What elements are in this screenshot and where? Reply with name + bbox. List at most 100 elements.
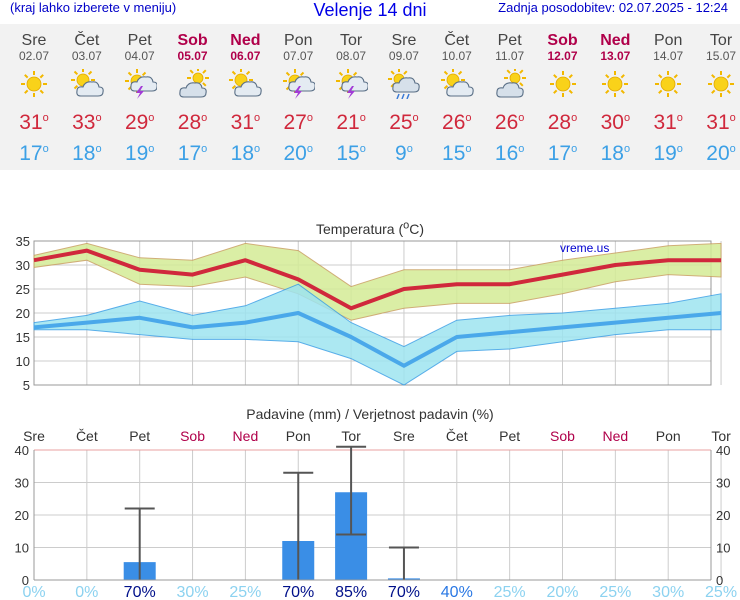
y-tick-label: 35: [16, 235, 30, 249]
x-day-label: Pon: [286, 428, 311, 444]
day-column: Sre 09.07 25o 9o: [378, 24, 430, 165]
temp-max: 30o: [600, 111, 631, 134]
day-date: 14.07: [653, 49, 684, 63]
temp-max: 26o: [494, 111, 525, 134]
temp-max-value: 28: [547, 111, 572, 134]
temp-max-value: 31: [230, 111, 254, 134]
day-column: Sob 12.07 28o 17o: [537, 24, 589, 165]
day-name: Ned: [230, 32, 261, 49]
temp-max: 31o: [230, 111, 261, 134]
day-column: Sre 02.07 31o 17o: [8, 24, 60, 165]
temp-min: 15o: [442, 142, 472, 165]
day-column: Čet 10.07 26o 15o: [431, 24, 483, 165]
day-date: 03.07: [71, 49, 102, 63]
temp-min-value: 17: [177, 142, 202, 165]
temperature-chart-title-text: Temperatura (oC): [315, 219, 425, 237]
temp-max: 29o: [124, 111, 155, 134]
sun-thunder-icon: [124, 69, 157, 99]
temp-min-value: 15: [442, 142, 466, 165]
temp-min-value: 19: [124, 142, 149, 165]
header: (kraj lahko izberete v meniju) Velenje 1…: [0, 0, 740, 24]
day-name: Čet: [74, 32, 100, 49]
day-name: Tor: [339, 32, 363, 49]
x-day-label: Pon: [656, 428, 681, 444]
temp-min-value: 19: [653, 142, 677, 165]
y-tick-label: 5: [23, 378, 30, 393]
x-day-label: Sre: [393, 428, 415, 444]
forecast-days: Sre 02.07 31o 17o Čet 03.07 33o 18o Pet 04.07 29o 1…: [0, 24, 740, 170]
x-day-label: Sre: [23, 428, 45, 444]
temp-max-value: 27: [283, 111, 307, 134]
x-day-label: Pet: [499, 428, 520, 444]
day-name: Sre: [391, 32, 417, 49]
precip-probability: 30%: [652, 584, 684, 600]
day-date: 06.07: [230, 49, 261, 63]
day-date: 15.07: [706, 49, 737, 63]
page-title: Velenje 14 dni: [313, 0, 427, 20]
min-range-band: [33, 283, 722, 386]
day-column: Čet 03.07 33o 18o: [61, 24, 113, 165]
temp-max-value: 30: [600, 111, 624, 134]
day-name: Pet: [127, 32, 152, 49]
temp-min: 16o: [494, 142, 525, 165]
x-day-label: Ned: [603, 428, 629, 444]
temp-min-value: 9: [395, 142, 407, 165]
x-day-label: Tor: [711, 428, 731, 444]
x-day-label: Pet: [129, 428, 150, 444]
day-date: 02.07: [18, 49, 50, 63]
temp-max: 33o: [72, 111, 102, 134]
y-tick-label-left: 40: [15, 443, 29, 458]
temp-max: 21o: [336, 111, 366, 134]
day-name: Pon: [653, 32, 683, 49]
y-tick-label: 25: [16, 282, 30, 297]
precip-probability: 70%: [282, 584, 314, 600]
day-date: 07.07: [283, 49, 314, 63]
x-day-label: Ned: [233, 428, 259, 444]
x-day-label: Čet: [446, 428, 468, 444]
y-tick-label-left: 0: [22, 573, 29, 588]
sun-cloud-icon: [440, 69, 474, 97]
max-range-band: [33, 242, 722, 321]
temp-min-value: 16: [494, 142, 519, 165]
temp-min: 19o: [653, 142, 683, 165]
y-tick-label-right: 40: [716, 443, 730, 458]
temp-max: 28o: [177, 111, 208, 134]
day-column: Tor 08.07 21o 15o: [325, 24, 377, 165]
temp-min: 17o: [19, 142, 49, 165]
location-menu-hint[interactable]: (kraj lahko izberete v meniju): [10, 0, 177, 15]
temp-min: 19o: [124, 142, 155, 165]
temp-min: 20o: [283, 142, 313, 165]
day-date: 13.07: [600, 49, 631, 63]
y-tick-label-left: 20: [15, 508, 29, 523]
temp-max-value: 26: [442, 111, 466, 134]
temp-max: 28o: [547, 111, 578, 134]
temp-max-value: 31: [19, 111, 43, 134]
precip-probability: 85%: [335, 584, 367, 600]
day-column: Pon 07.07 27o 20o: [272, 24, 324, 165]
day-name: Pon: [284, 32, 313, 49]
temp-max-value: 31: [653, 111, 677, 134]
temp-max-value: 29: [124, 111, 149, 134]
y-tick-label: 30: [16, 258, 30, 273]
y-tick-label: 10: [16, 354, 30, 369]
temp-min-value: 17: [547, 142, 572, 165]
temp-min: 9o: [395, 142, 413, 165]
precip-probability: 0%: [22, 584, 45, 600]
day-name: Sob: [547, 32, 578, 49]
temp-max-value: 31: [706, 111, 730, 134]
sun-thunder-icon: [336, 69, 369, 99]
min-temp-line: [33, 311, 722, 368]
y-tick-label-right: 10: [716, 541, 730, 556]
precip-probability: 70%: [124, 584, 156, 600]
temp-max: 31o: [706, 111, 736, 134]
last-update: Zadnja posodobitev: 02.07.2025 - 12:24: [498, 0, 728, 15]
x-day-label: Tor: [341, 428, 361, 444]
temp-min-value: 18: [600, 142, 624, 165]
sun-cloud-icon: [70, 69, 104, 97]
day-column: Tor 15.07 31o 20o: [695, 24, 740, 165]
precip-probability: 25%: [229, 584, 261, 600]
temp-max: 26o: [442, 111, 472, 134]
temp-min-value: 20: [283, 142, 307, 165]
day-column: Pon 14.07 31o 19o: [642, 24, 694, 165]
day-date: 08.07: [336, 49, 367, 63]
